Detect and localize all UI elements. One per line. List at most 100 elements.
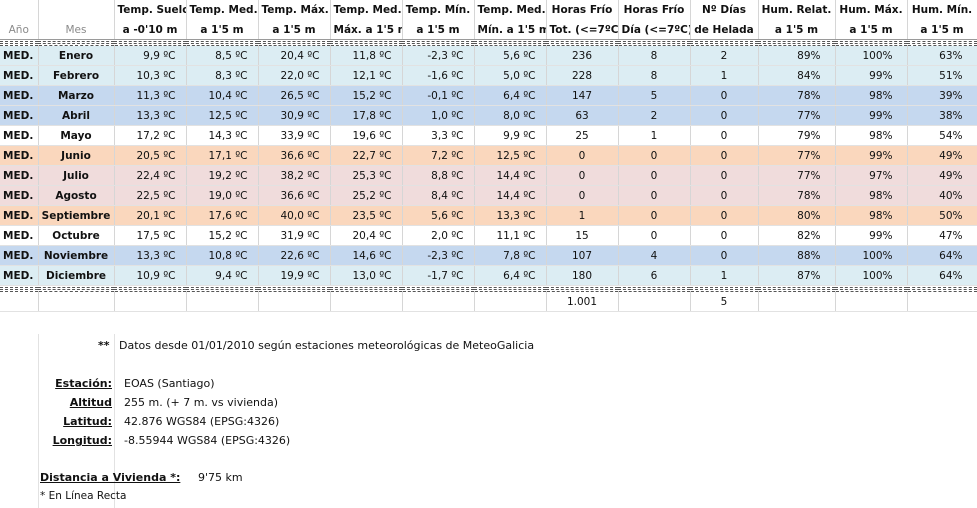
cell-t-med-max[interactable]: 23,5 ºC [330,205,403,226]
cell-month[interactable]: Diciembre [38,265,115,286]
cell-horas-dia[interactable]: 2 [618,105,691,126]
cell-hum-max[interactable]: 99% [835,65,908,86]
cell-t-min[interactable]: 8,4 ºC [402,185,475,206]
cell-hum-min[interactable]: 51% [907,65,977,86]
cell-hum-max[interactable]: 100% [835,265,908,286]
cell-horas-dia[interactable]: 6 [618,265,691,286]
cell-t-med-min[interactable]: 12,5 ºC [474,145,547,166]
cell-t-med-min[interactable]: 9,9 ºC [474,125,547,146]
cell-t-med-min[interactable]: 6,4 ºC [474,85,547,106]
cell-hum-min[interactable]: 49% [907,145,977,166]
cell-hum-rel[interactable]: 84% [758,65,836,86]
cell-t-med[interactable]: 9,4 ºC [186,265,259,286]
cell-horas-dia[interactable]: 8 [618,45,691,66]
cell-dias-helada[interactable]: 0 [690,205,759,226]
cell-t-med[interactable]: 19,2 ºC [186,165,259,186]
cell-t-suelo[interactable]: 13,3 ºC [114,245,187,266]
cell-year[interactable]: MED. [0,225,39,246]
cell-t-med-min[interactable]: 11,1 ºC [474,225,547,246]
cell-t-suelo[interactable]: 17,5 ºC [114,225,187,246]
cell-horas-tot[interactable]: 147 [546,85,619,106]
cell-t-med-min[interactable]: 5,0 ºC [474,65,547,86]
cell-dias-helada[interactable]: 1 [690,265,759,286]
cell-hum-min[interactable]: 38% [907,105,977,126]
cell-hum-rel[interactable]: 88% [758,245,836,266]
cell-month[interactable]: Julio [38,165,115,186]
cell-t-med-max[interactable]: 20,4 ºC [330,225,403,246]
cell-dias-helada[interactable]: 0 [690,165,759,186]
cell-hum-rel[interactable]: 79% [758,125,836,146]
cell-horas-tot[interactable]: 107 [546,245,619,266]
cell-month[interactable]: Octubre [38,225,115,246]
cell-t-med[interactable]: 15,2 ºC [186,225,259,246]
cell-t-max[interactable]: 22,0 ºC [258,65,331,86]
cell-t-med-min[interactable]: 8,0 ºC [474,105,547,126]
cell-t-max[interactable]: 26,5 ºC [258,85,331,106]
cell-hum-max[interactable]: 99% [835,105,908,126]
cell-hum-min[interactable]: 40% [907,185,977,206]
cell-t-med-max[interactable]: 17,8 ºC [330,105,403,126]
cell-t-min[interactable]: 8,8 ºC [402,165,475,186]
cell-horas-dia[interactable]: 0 [618,185,691,206]
cell-t-med[interactable]: 10,4 ºC [186,85,259,106]
cell-t-med-min[interactable]: 5,6 ºC [474,45,547,66]
cell-t-med-min[interactable]: 7,8 ºC [474,245,547,266]
cell-dias-helada[interactable]: 2 [690,45,759,66]
cell-t-min[interactable]: 3,3 ºC [402,125,475,146]
cell-t-max[interactable]: 19,9 ºC [258,265,331,286]
total-dias-helada[interactable]: 5 [690,291,759,312]
cell-hum-min[interactable]: 50% [907,205,977,226]
cell-t-med[interactable]: 17,6 ºC [186,205,259,226]
cell-hum-min[interactable]: 64% [907,245,977,266]
cell-t-med-min[interactable]: 13,3 ºC [474,205,547,226]
cell-horas-tot[interactable]: 0 [546,145,619,166]
cell-t-suelo[interactable]: 20,1 ºC [114,205,187,226]
cell-t-max[interactable]: 40,0 ºC [258,205,331,226]
cell-t-max[interactable]: 31,9 ºC [258,225,331,246]
cell-t-suelo[interactable]: 20,5 ºC [114,145,187,166]
cell-horas-tot[interactable]: 236 [546,45,619,66]
cell-hum-min[interactable]: 49% [907,165,977,186]
cell-year[interactable]: MED. [0,65,39,86]
cell-t-suelo[interactable]: 10,9 ºC [114,265,187,286]
cell-hum-max[interactable]: 100% [835,45,908,66]
cell-t-suelo[interactable]: 13,3 ºC [114,105,187,126]
cell-month[interactable]: Febrero [38,65,115,86]
cell-hum-min[interactable]: 54% [907,125,977,146]
cell-horas-dia[interactable]: 8 [618,65,691,86]
cell-t-med-max[interactable]: 25,3 ºC [330,165,403,186]
cell-t-med[interactable]: 12,5 ºC [186,105,259,126]
cell-t-min[interactable]: 1,0 ºC [402,105,475,126]
cell-dias-helada[interactable]: 0 [690,225,759,246]
cell-hum-max[interactable]: 100% [835,245,908,266]
cell-horas-tot[interactable]: 15 [546,225,619,246]
cell-t-min[interactable]: -2,3 ºC [402,45,475,66]
cell-t-min[interactable]: 2,0 ºC [402,225,475,246]
cell-t-med[interactable]: 8,5 ºC [186,45,259,66]
cell-month[interactable]: Marzo [38,85,115,106]
cell-dias-helada[interactable]: 0 [690,85,759,106]
cell-t-med[interactable]: 10,8 ºC [186,245,259,266]
cell-year[interactable]: MED. [0,205,39,226]
cell-hum-max[interactable]: 98% [835,125,908,146]
cell-hum-rel[interactable]: 77% [758,105,836,126]
cell-dias-helada[interactable]: 1 [690,65,759,86]
cell-t-med-max[interactable]: 14,6 ºC [330,245,403,266]
cell-t-suelo[interactable]: 10,3 ºC [114,65,187,86]
cell-t-max[interactable]: 38,2 ºC [258,165,331,186]
cell-dias-helada[interactable]: 0 [690,125,759,146]
cell-hum-rel[interactable]: 78% [758,85,836,106]
cell-t-med-max[interactable]: 22,7 ºC [330,145,403,166]
cell-t-max[interactable]: 22,6 ºC [258,245,331,266]
cell-year[interactable]: MED. [0,145,39,166]
cell-hum-min[interactable]: 64% [907,265,977,286]
cell-t-med-max[interactable]: 15,2 ºC [330,85,403,106]
cell-hum-rel[interactable]: 77% [758,165,836,186]
cell-hum-max[interactable]: 98% [835,185,908,206]
cell-horas-tot[interactable]: 1 [546,205,619,226]
cell-year[interactable]: MED. [0,125,39,146]
cell-t-max[interactable]: 36,6 ºC [258,185,331,206]
cell-dias-helada[interactable]: 0 [690,245,759,266]
cell-hum-rel[interactable]: 87% [758,265,836,286]
cell-month[interactable]: Enero [38,45,115,66]
